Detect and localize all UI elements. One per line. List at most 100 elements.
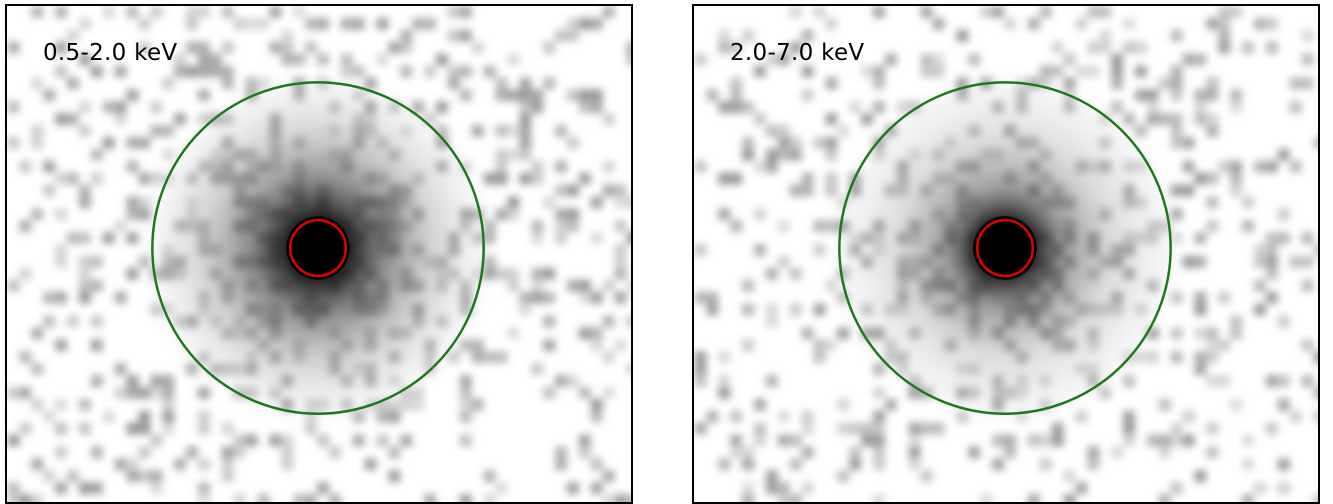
noise-pixel xyxy=(317,17,329,30)
noise-pixel xyxy=(90,148,103,161)
noise-pixel xyxy=(519,148,532,161)
noise-pixel xyxy=(1301,29,1314,42)
noise-pixel xyxy=(992,458,1005,471)
noise-pixel xyxy=(67,172,79,185)
noise-pixel xyxy=(908,446,921,459)
noise-pixel xyxy=(1230,315,1243,328)
noise-pixel xyxy=(269,6,282,18)
noise-pixel xyxy=(694,375,707,387)
noise-pixel xyxy=(555,125,567,137)
noise-pixel xyxy=(765,482,778,495)
noise-pixel xyxy=(138,410,151,423)
noise-pixel xyxy=(531,101,544,114)
noise-pixel xyxy=(1087,6,1100,18)
noise-pixel xyxy=(459,494,472,502)
noise-pixel xyxy=(1206,422,1219,435)
noise-pixel xyxy=(233,446,246,459)
noise-pixel xyxy=(186,17,198,30)
noise-pixel xyxy=(328,446,341,459)
noise-pixel xyxy=(400,41,413,54)
noise-pixel xyxy=(718,208,731,221)
noise-pixel xyxy=(531,232,544,245)
noise-pixel xyxy=(718,458,731,471)
noise-pixel xyxy=(1301,339,1314,352)
noise-pixel xyxy=(233,494,246,502)
noise-pixel xyxy=(400,65,413,78)
noise-pixel xyxy=(590,196,603,209)
noise-pixel xyxy=(1039,458,1052,471)
noise-pixel xyxy=(1087,458,1100,471)
noise-pixel xyxy=(578,446,591,459)
noise-pixel xyxy=(1146,89,1159,102)
noise-pixel xyxy=(340,17,353,30)
noise-pixel xyxy=(7,136,20,149)
noise-pixel xyxy=(801,184,814,197)
noise-pixel xyxy=(825,339,838,352)
noise-pixel xyxy=(1301,375,1314,387)
noise-pixel xyxy=(507,125,520,137)
noise-pixel xyxy=(186,6,198,18)
noise-pixel xyxy=(555,232,567,245)
noise-pixel xyxy=(543,41,556,54)
noise-pixel xyxy=(43,410,56,423)
noise-pixel xyxy=(1111,446,1124,459)
noise-pixel xyxy=(873,494,885,502)
noise-pixel xyxy=(742,458,755,471)
noise-pixel xyxy=(1004,17,1016,30)
noise-pixel xyxy=(197,53,210,66)
noise-pixel xyxy=(590,17,603,30)
noise-pixel xyxy=(31,208,44,221)
noise-pixel xyxy=(626,315,631,328)
noise-pixel xyxy=(90,279,103,292)
noise-pixel xyxy=(1051,434,1064,447)
noise-pixel xyxy=(543,315,556,328)
noise-pixel xyxy=(555,375,567,387)
noise-pixel xyxy=(233,17,246,30)
noise-pixel xyxy=(602,113,615,126)
noise-pixel xyxy=(67,470,79,483)
noise-pixel xyxy=(932,17,945,30)
noise-pixel xyxy=(1313,244,1318,256)
noise-pixel xyxy=(150,386,163,399)
noise-pixel xyxy=(424,494,437,502)
noise-pixel xyxy=(932,422,945,435)
noise-pixel xyxy=(873,77,885,90)
noise-pixel xyxy=(789,41,802,54)
noise-pixel xyxy=(742,446,755,459)
noise-pixel xyxy=(1170,89,1183,102)
noise-pixel xyxy=(801,410,814,423)
noise-pixel xyxy=(742,303,755,316)
noise-pixel xyxy=(7,386,20,399)
noise-pixel xyxy=(614,494,627,502)
noise-pixel xyxy=(813,6,826,18)
noise-pixel xyxy=(555,220,567,233)
noise-pixel xyxy=(1194,101,1207,114)
noise-pixel xyxy=(19,351,32,364)
noise-pixel xyxy=(754,160,766,173)
noise-pixel xyxy=(1194,113,1207,126)
noise-pixel xyxy=(1170,65,1183,78)
noise-pixel xyxy=(567,208,579,221)
source-core xyxy=(286,216,350,280)
noise-pixel xyxy=(578,17,591,30)
noise-pixel xyxy=(1277,148,1290,161)
noise-pixel xyxy=(507,208,520,221)
noise-pixel xyxy=(777,53,790,66)
noise-pixel xyxy=(578,172,591,185)
noise-pixel xyxy=(31,398,44,411)
noise-pixel xyxy=(531,172,544,185)
noise-pixel xyxy=(754,422,766,435)
noise-pixel xyxy=(1242,458,1254,471)
noise-pixel xyxy=(197,41,210,54)
noise-pixel xyxy=(1075,17,1088,30)
noise-pixel xyxy=(1182,136,1195,149)
noise-pixel xyxy=(1206,196,1219,209)
noise-pixel xyxy=(1218,339,1231,352)
noise-pixel xyxy=(1170,113,1183,126)
noise-pixel xyxy=(55,172,68,185)
noise-pixel xyxy=(626,363,631,376)
noise-pixel xyxy=(55,482,68,495)
noise-pixel xyxy=(730,101,743,114)
noise-pixel xyxy=(590,398,603,411)
noise-pixel xyxy=(1182,434,1195,447)
